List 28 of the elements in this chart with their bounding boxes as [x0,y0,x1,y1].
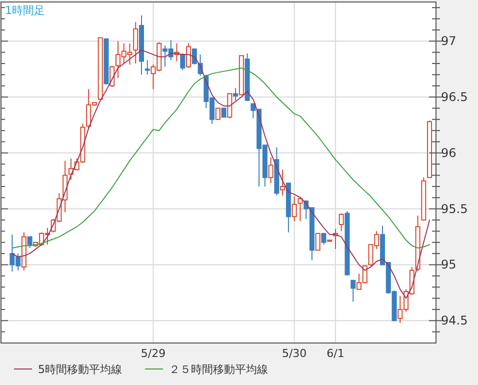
chart-title: 1時間足 [5,4,45,17]
y-tick-label: 96.5 [441,90,468,104]
y-tick-label: 96 [441,146,456,160]
candlestick [338,212,344,232]
y-tick-label: 94.5 [441,314,468,328]
candlestick [144,60,150,76]
candlestick [133,22,138,64]
candlestick [268,156,274,184]
x-tick-label: 5/29 [140,347,166,360]
legend-label: ２５時間移動平均線 [169,363,268,376]
candlestick [350,280,356,302]
candlestick [186,42,192,68]
candlestick [321,232,326,246]
y-tick-label: 95.5 [441,202,468,216]
candlestick [280,169,286,196]
y-tick-label: 97 [441,34,456,48]
line-series [12,67,430,248]
legend-label: 5時間移動平均線 [38,363,122,376]
x-tick-label: 5/30 [282,347,307,360]
candlestick [215,108,220,120]
candlestick [27,236,32,248]
candlestick [180,52,186,71]
candlestick [233,88,238,101]
candlestick [315,232,320,251]
y-tick-label: 95 [441,258,456,272]
candlestick [292,196,297,222]
x-tick-label: 6/1 [326,347,344,360]
candlestick [227,93,232,119]
